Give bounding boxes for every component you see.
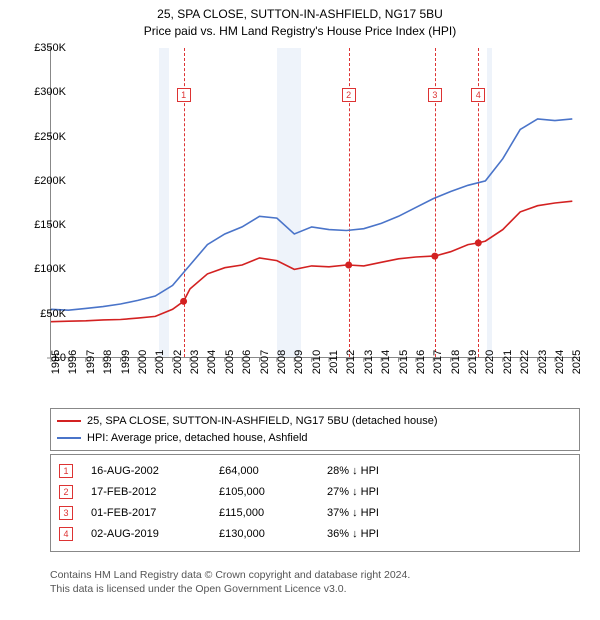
recession-band — [277, 48, 301, 357]
transaction-price: £115,000 — [219, 503, 309, 524]
chart-area: 1 2 3 4 — [50, 48, 580, 358]
legend-label: HPI: Average price, detached house, Ashf… — [87, 430, 308, 447]
x-tick-label: 2010 — [311, 350, 323, 374]
event-marker-box: 2 — [342, 88, 356, 102]
x-tick-label: 2018 — [450, 350, 462, 374]
y-tick-label: £150K — [22, 219, 66, 231]
recession-band — [487, 48, 492, 357]
x-tick-label: 1997 — [85, 350, 97, 374]
y-tick-label: £300K — [22, 86, 66, 98]
transaction-number-box: 1 — [59, 464, 73, 478]
x-tick-label: 2012 — [345, 350, 357, 374]
x-tick-label: 2008 — [276, 350, 288, 374]
transaction-date: 17-FEB-2012 — [91, 482, 201, 503]
x-tick-label: 1998 — [102, 350, 114, 374]
footer-line-1: Contains HM Land Registry data © Crown c… — [50, 568, 580, 582]
x-tick-label: 1996 — [67, 350, 79, 374]
transaction-number-box: 3 — [59, 506, 73, 520]
x-tick-label: 2024 — [554, 350, 566, 374]
title-address: 25, SPA CLOSE, SUTTON-IN-ASHFIELD, NG17 … — [0, 6, 600, 23]
transaction-date: 02-AUG-2019 — [91, 524, 201, 545]
footer: Contains HM Land Registry data © Crown c… — [50, 568, 580, 596]
x-tick-label: 2014 — [380, 350, 392, 374]
footer-line-2: This data is licensed under the Open Gov… — [50, 582, 580, 596]
x-tick-label: 2003 — [189, 350, 201, 374]
legend-item: 25, SPA CLOSE, SUTTON-IN-ASHFIELD, NG17 … — [57, 413, 573, 430]
x-tick-label: 2006 — [241, 350, 253, 374]
transaction-price: £130,000 — [219, 524, 309, 545]
x-tick-label: 2005 — [224, 350, 236, 374]
x-tick-label: 2021 — [502, 350, 514, 374]
recession-band — [159, 48, 169, 357]
y-tick-label: £50K — [22, 308, 66, 320]
transaction-row: 3 01-FEB-2017 £115,000 37% ↓ HPI — [59, 503, 571, 524]
transaction-diff: 36% ↓ HPI — [327, 524, 437, 545]
y-tick-label: £200K — [22, 175, 66, 187]
transaction-date: 16-AUG-2002 — [91, 461, 201, 482]
x-tick-label: 2004 — [206, 350, 218, 374]
x-tick-label: 2009 — [293, 350, 305, 374]
legend: 25, SPA CLOSE, SUTTON-IN-ASHFIELD, NG17 … — [50, 408, 580, 451]
y-tick-label: £350K — [22, 42, 66, 54]
legend-label: 25, SPA CLOSE, SUTTON-IN-ASHFIELD, NG17 … — [87, 413, 438, 430]
legend-swatch — [57, 437, 81, 439]
x-tick-label: 2023 — [537, 350, 549, 374]
transaction-row: 1 16-AUG-2002 £64,000 28% ↓ HPI — [59, 461, 571, 482]
transaction-row: 2 17-FEB-2012 £105,000 27% ↓ HPI — [59, 482, 571, 503]
y-tick-label: £100K — [22, 263, 66, 275]
title-block: 25, SPA CLOSE, SUTTON-IN-ASHFIELD, NG17 … — [0, 0, 600, 42]
transaction-date: 01-FEB-2017 — [91, 503, 201, 524]
x-tick-label: 2019 — [467, 350, 479, 374]
transaction-diff: 28% ↓ HPI — [327, 461, 437, 482]
x-tick-label: 2016 — [415, 350, 427, 374]
transaction-diff: 27% ↓ HPI — [327, 482, 437, 503]
x-tick-label: 2007 — [259, 350, 271, 374]
x-tick-label: 1999 — [120, 350, 132, 374]
x-tick-label: 2002 — [172, 350, 184, 374]
x-tick-label: 2015 — [398, 350, 410, 374]
x-tick-label: 2013 — [363, 350, 375, 374]
transaction-diff: 37% ↓ HPI — [327, 503, 437, 524]
event-marker-box: 4 — [471, 88, 485, 102]
x-tick-label: 2001 — [154, 350, 166, 374]
x-tick-label: 2020 — [484, 350, 496, 374]
x-tick-label: 2000 — [137, 350, 149, 374]
event-marker-box: 1 — [177, 88, 191, 102]
transaction-number-box: 4 — [59, 527, 73, 541]
x-tick-label: 2017 — [432, 350, 444, 374]
transaction-price: £64,000 — [219, 461, 309, 482]
x-tick-label: 2022 — [519, 350, 531, 374]
event-marker-box: 3 — [428, 88, 442, 102]
legend-swatch — [57, 420, 81, 422]
transaction-price: £105,000 — [219, 482, 309, 503]
x-tick-label: 1995 — [50, 350, 62, 374]
series-price_paid — [51, 201, 572, 322]
y-tick-label: £250K — [22, 131, 66, 143]
title-subtitle: Price paid vs. HM Land Registry's House … — [0, 23, 600, 40]
chart-svg — [51, 48, 581, 358]
transaction-number-box: 2 — [59, 485, 73, 499]
x-tick-label: 2011 — [328, 350, 340, 374]
transaction-row: 4 02-AUG-2019 £130,000 36% ↓ HPI — [59, 524, 571, 545]
transactions-table: 1 16-AUG-2002 £64,000 28% ↓ HPI 2 17-FEB-2012… — [50, 454, 580, 552]
legend-item: HPI: Average price, detached house, Ashf… — [57, 430, 573, 447]
x-tick-label: 2025 — [571, 350, 583, 374]
series-hpi — [51, 119, 572, 310]
